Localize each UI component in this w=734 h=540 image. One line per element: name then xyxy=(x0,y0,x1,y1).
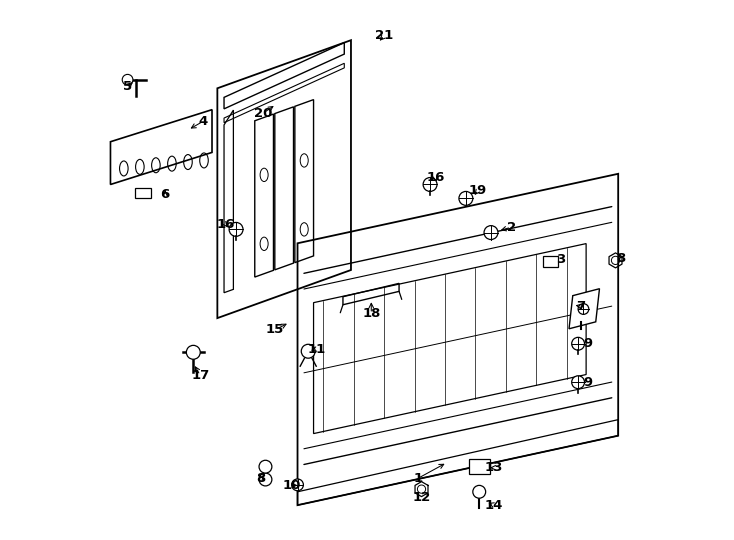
FancyBboxPatch shape xyxy=(468,459,490,474)
Text: 12: 12 xyxy=(413,491,431,504)
Circle shape xyxy=(291,479,303,491)
Text: 15: 15 xyxy=(266,323,284,336)
Text: 8: 8 xyxy=(617,252,625,265)
Text: 6: 6 xyxy=(160,187,170,200)
Text: 1: 1 xyxy=(413,472,422,485)
Text: 10: 10 xyxy=(283,479,302,492)
Text: 11: 11 xyxy=(307,342,325,356)
Circle shape xyxy=(572,376,584,389)
Text: 9: 9 xyxy=(584,337,592,350)
Text: 18: 18 xyxy=(362,307,380,320)
Text: 16: 16 xyxy=(217,218,235,231)
Text: 21: 21 xyxy=(375,29,393,43)
Text: 8: 8 xyxy=(257,472,266,485)
Text: 19: 19 xyxy=(469,184,487,197)
Text: 2: 2 xyxy=(506,221,516,234)
Text: 20: 20 xyxy=(253,107,272,120)
Circle shape xyxy=(301,345,315,358)
Circle shape xyxy=(259,473,272,486)
Text: 5: 5 xyxy=(123,80,132,93)
Circle shape xyxy=(186,346,200,359)
FancyBboxPatch shape xyxy=(543,255,559,267)
Circle shape xyxy=(572,338,584,350)
Text: 9: 9 xyxy=(584,376,592,389)
Text: 17: 17 xyxy=(191,369,209,382)
Circle shape xyxy=(578,303,589,314)
Circle shape xyxy=(459,192,473,205)
Text: 13: 13 xyxy=(485,461,504,474)
Text: 3: 3 xyxy=(556,253,565,266)
Circle shape xyxy=(123,75,133,85)
Text: 16: 16 xyxy=(426,171,445,184)
Circle shape xyxy=(473,485,486,498)
Polygon shape xyxy=(569,289,600,329)
Text: 14: 14 xyxy=(485,498,504,512)
Circle shape xyxy=(229,222,243,237)
Text: 7: 7 xyxy=(576,300,585,313)
Text: 4: 4 xyxy=(198,115,208,128)
Circle shape xyxy=(484,226,498,240)
Circle shape xyxy=(259,460,272,473)
Circle shape xyxy=(423,178,437,192)
